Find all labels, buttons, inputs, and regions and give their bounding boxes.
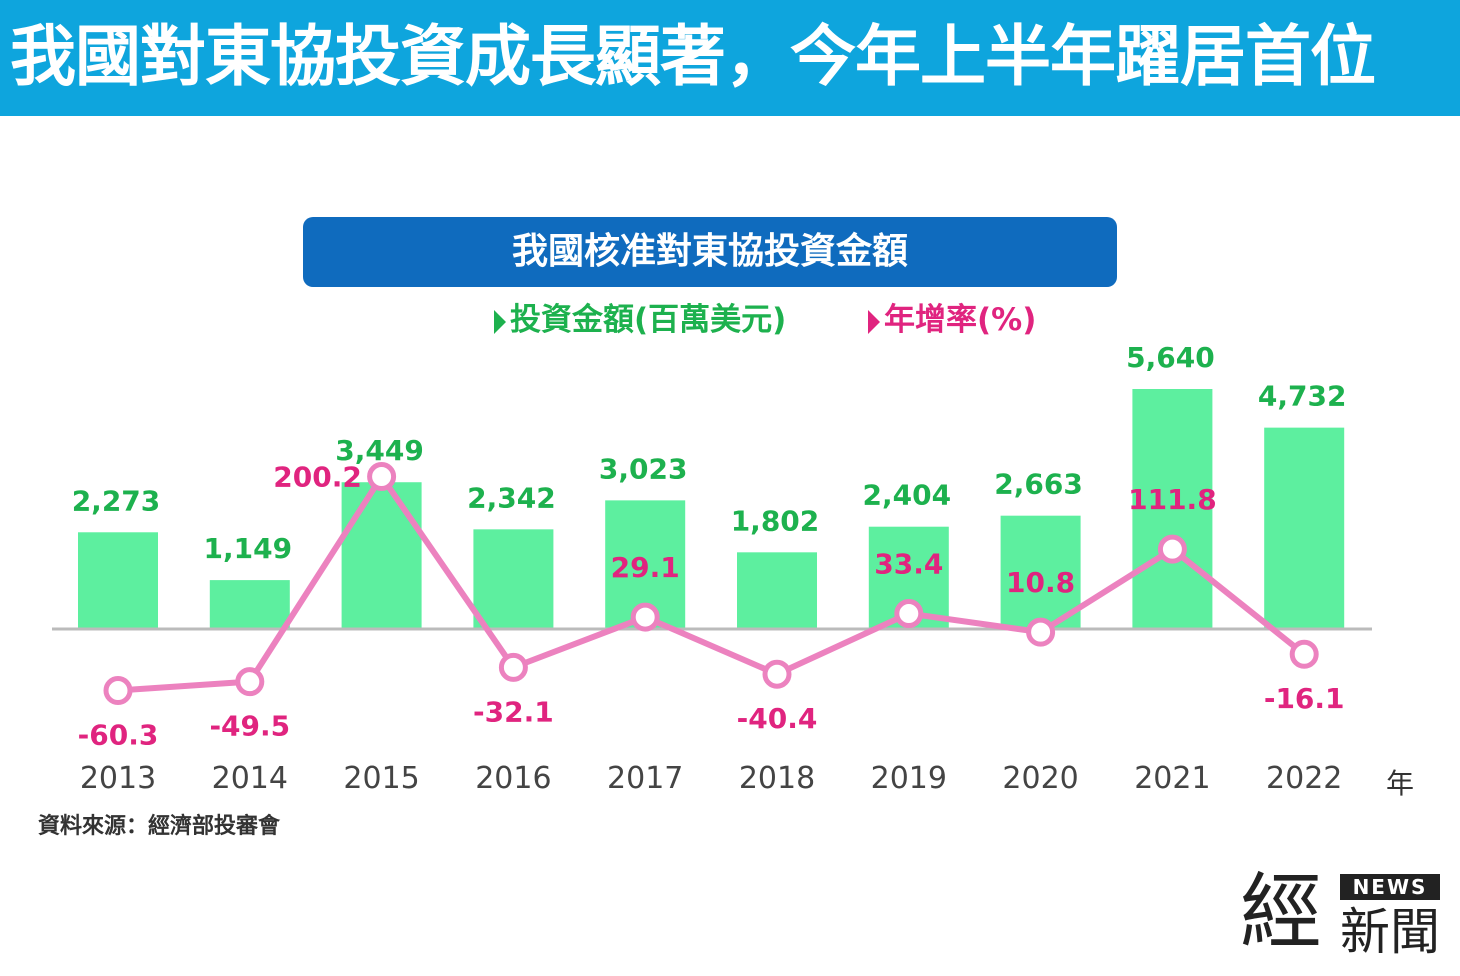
legend-item-investment: 投資金額(百萬美元) [494, 298, 786, 342]
growth-label-2018: -40.4 [737, 702, 818, 735]
logo-news-badge: NEWS [1340, 874, 1440, 900]
bar-2014 [209, 580, 290, 629]
x-tick-2016: 2016 [475, 761, 551, 796]
growth-label-2013: -60.3 [78, 719, 159, 752]
x-tick-2017: 2017 [607, 761, 683, 796]
growth-point-2013 [103, 676, 133, 706]
legend-marker-investment-icon [494, 309, 506, 334]
bar-2013 [78, 532, 158, 629]
bar-label-2019: 2,404 [863, 479, 952, 512]
growth-point-2021 [1157, 534, 1187, 564]
legend-label-growth: 年增率(%) [884, 302, 1037, 338]
bar-label-2018: 1,802 [731, 504, 820, 537]
growth-label-2014: -49.5 [209, 710, 290, 743]
x-tick-2022: 2022 [1266, 761, 1342, 796]
bar-label-2017: 3,023 [599, 452, 688, 485]
bar-label-2014: 1,149 [204, 532, 293, 565]
legend-item-growth: 年增率(%) [868, 298, 1036, 342]
growth-point-2022 [1289, 639, 1319, 669]
x-tick-2014: 2014 [212, 761, 288, 796]
bar-label-2020: 2,663 [994, 468, 1083, 501]
bar-label-2021: 5,640 [1126, 341, 1215, 374]
bar-2022 [1264, 427, 1345, 629]
headline-banner: 我國對東協投資成長顯著，今年上半年躍居首位 [0, 0, 1460, 116]
bar-label-2022: 4,732 [1258, 380, 1347, 413]
growth-point-2016 [498, 652, 528, 682]
chart-title-box: 我國核准對東協投資金額 [303, 217, 1117, 287]
bar-2021 [1132, 389, 1213, 629]
growth-label-2019: 33.4 [874, 548, 943, 581]
growth-point-2020 [1026, 617, 1056, 647]
legend-marker-growth-icon [868, 309, 880, 334]
growth-line [117, 473, 1307, 694]
growth-label-2020: 10.8 [1006, 566, 1075, 599]
x-tick-2021: 2021 [1134, 761, 1210, 796]
bar-2018 [737, 552, 817, 629]
x-tick-2018: 2018 [739, 761, 815, 796]
source-note: 資料來源：經濟部投審會 [38, 814, 281, 839]
logo-sub-text: 新聞 [1340, 903, 1440, 961]
growth-label-2017: 29.1 [611, 551, 680, 584]
headline-title: 我國對東協投資成長顯著，今年上半年躍居首位 [10, 18, 1376, 95]
bar-2020 [1000, 515, 1081, 629]
logo-main-char: 經 [1240, 865, 1323, 960]
growth-label-2015: 200.2 [273, 461, 362, 494]
growth-label-2016: -32.1 [473, 695, 554, 728]
growth-point-2017 [630, 602, 660, 632]
bar-label-2016: 2,342 [467, 481, 556, 514]
legend-label-investment: 投資金額(百萬美元) [510, 302, 787, 338]
x-tick-2013: 2013 [80, 761, 156, 796]
growth-label-2022: -16.1 [1264, 682, 1345, 715]
bar-label-2013: 2,273 [72, 484, 161, 517]
bar-label-2015: 3,449 [335, 434, 424, 467]
growth-point-2015 [367, 462, 397, 492]
news-logo: 經 NEWS 新聞 [1240, 868, 1450, 964]
growth-label-2021: 111.8 [1128, 483, 1217, 516]
x-tick-2020: 2020 [1002, 761, 1078, 796]
bar-2015 [341, 482, 422, 629]
x-axis-unit: 年 [1386, 767, 1415, 800]
x-tick-2019: 2019 [871, 761, 947, 796]
growth-point-2014 [235, 667, 265, 697]
chart-title: 我國核准對東協投資金額 [511, 231, 908, 272]
x-tick-2015: 2015 [343, 761, 419, 796]
growth-point-2019 [894, 599, 924, 629]
growth-point-2018 [762, 659, 792, 689]
bar-2016 [473, 529, 554, 629]
